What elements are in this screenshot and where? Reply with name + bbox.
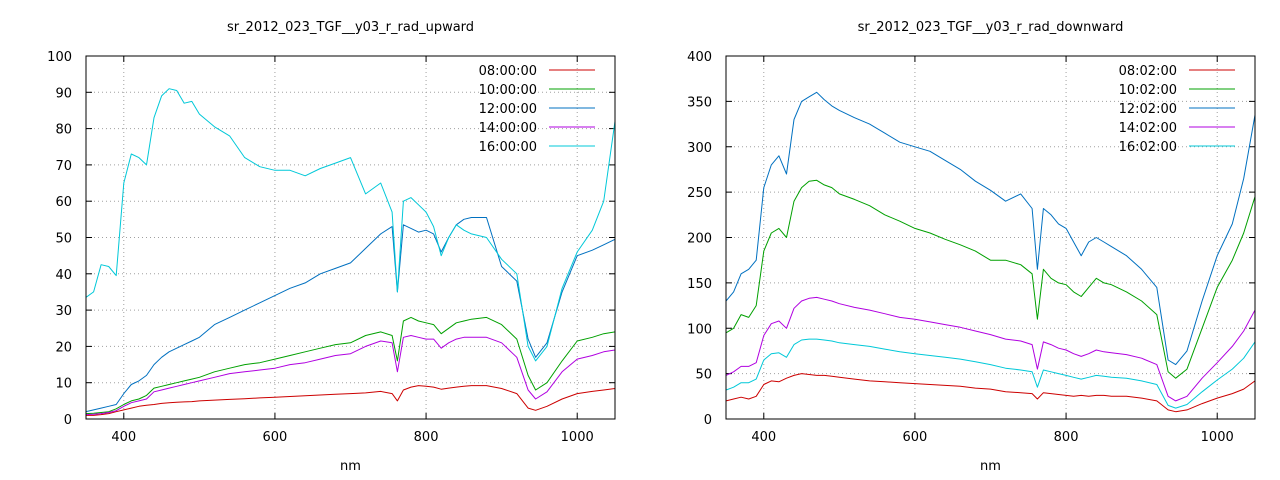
- y-tick-label: 0: [64, 413, 72, 428]
- x-tick-label: 600: [903, 430, 928, 445]
- series-line-160000: [86, 88, 615, 362]
- chart-title: sr_2012_023_TGF__y03_r_rad_upward: [227, 20, 474, 35]
- series-group: [86, 88, 615, 416]
- x-tick-label: 800: [1054, 430, 1079, 445]
- series-line-120000: [86, 217, 615, 413]
- series-line-140000: [86, 335, 615, 416]
- y-tick-label: 10: [55, 377, 72, 392]
- y-tick-label: 200: [687, 232, 712, 247]
- x-axis-label: nm: [340, 459, 361, 474]
- legend-label: 10:02:00: [1119, 83, 1177, 98]
- legend-label: 08:02:00: [1119, 64, 1177, 79]
- series-line-080000: [86, 385, 615, 416]
- legend-label: 14:02:00: [1119, 121, 1177, 136]
- y-tick-label: 250: [687, 186, 712, 201]
- x-tick-label: 600: [263, 430, 288, 445]
- y-tick-label: 50: [55, 232, 72, 247]
- y-tick-label: 150: [687, 277, 712, 292]
- legend-label: 10:00:00: [479, 83, 537, 98]
- series-line-100000: [86, 316, 615, 415]
- upward-radiance-chart: 0 10 20 30 40 50 60 70 80 90 100 400 600 800 1000 sr_20…: [47, 20, 616, 474]
- series-line-140200: [726, 296, 1255, 402]
- x-tick-label: 1000: [1201, 430, 1234, 445]
- y-tick-label: 350: [687, 95, 712, 110]
- plot-frame: [85, 55, 616, 420]
- y-tick-label: 400: [687, 50, 712, 65]
- y-tick-label: 40: [55, 268, 72, 283]
- legend-label: 08:00:00: [479, 64, 537, 79]
- y-tick-label: 70: [55, 159, 72, 174]
- y-tick-label: 90: [55, 86, 72, 101]
- downward-radiance-chart: 0 50 100 150 200 250 300 350 400 400 600 800 1000 sr_…: [687, 20, 1256, 474]
- y-tick-label: 50: [695, 368, 712, 383]
- legend-label: 14:00:00: [479, 121, 537, 136]
- y-tick-label: 300: [687, 141, 712, 156]
- y-tick-label: 30: [55, 304, 72, 319]
- legend-label: 16:00:00: [479, 140, 537, 155]
- legend: 08:00:00 10:00:00 12:00:00 14:00:00 16:00:00: [479, 64, 595, 155]
- legend-label: 16:02:00: [1119, 140, 1177, 155]
- y-tick-label: 100: [687, 322, 712, 337]
- series-line-120200: [726, 91, 1255, 366]
- y-tick-label: 100: [47, 50, 72, 65]
- legend-label: 12:02:00: [1119, 102, 1177, 117]
- series-line-100200: [726, 179, 1255, 379]
- plot-frame: [725, 55, 1256, 420]
- y-tick-label: 0: [704, 413, 712, 428]
- series-line-160200: [726, 338, 1255, 409]
- x-tick-label: 800: [414, 430, 439, 445]
- legend-label: 12:00:00: [479, 102, 537, 117]
- x-tick-label: 400: [111, 430, 136, 445]
- series-line-080200: [726, 373, 1255, 413]
- y-tick-label: 20: [55, 340, 72, 355]
- legend: 08:02:00 10:02:00 12:02:00 14:02:00 16:02:00: [1119, 64, 1235, 155]
- y-tick-label: 80: [55, 123, 72, 138]
- series-group: [726, 91, 1255, 413]
- x-tick-label: 1000: [561, 430, 594, 445]
- x-axis-label: nm: [980, 459, 1001, 474]
- chart-title: sr_2012_023_TGF__y03_r_rad_downward: [858, 20, 1124, 35]
- x-tick-label: 400: [751, 430, 776, 445]
- y-tick-label: 60: [55, 195, 72, 210]
